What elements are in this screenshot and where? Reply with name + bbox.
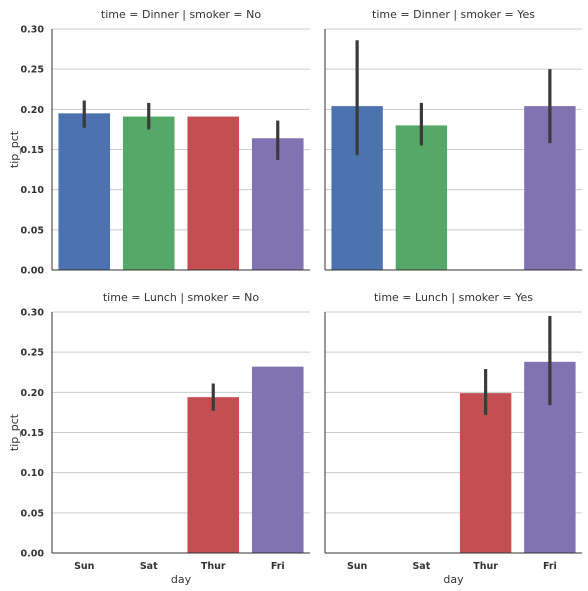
- panel-title: time = Dinner | smoker = Yes: [372, 8, 535, 21]
- bar-thur: [460, 393, 511, 553]
- x-tick-label-thur: Thur: [201, 561, 226, 572]
- x-tick-label-sat: Sat: [140, 561, 158, 572]
- y-tick-label: 0.10: [21, 185, 45, 196]
- x-axis-label: day: [171, 573, 192, 586]
- x-tick-label-fri: Fri: [271, 561, 285, 572]
- bar-thur: [187, 397, 239, 553]
- y-tick-label: 0.25: [21, 65, 44, 76]
- panel-title: time = Dinner | smoker = No: [101, 8, 261, 21]
- bar-sat: [123, 117, 175, 270]
- x-tick-label-fri: Fri: [543, 561, 557, 572]
- y-tick-label: 0.25: [21, 348, 44, 359]
- x-tick-label-sun: Sun: [347, 561, 368, 572]
- y-tick-label: 0.00: [21, 549, 45, 560]
- x-tick-label-sat: Sat: [412, 561, 430, 572]
- bar-sat: [396, 125, 447, 270]
- y-tick-label: 0.05: [21, 508, 44, 519]
- x-tick-label-thur: Thur: [473, 561, 498, 572]
- y-axis-label: tip_pct: [8, 130, 21, 168]
- y-tick-label: 0.00: [21, 266, 45, 277]
- panel-title: time = Lunch | smoker = No: [103, 291, 260, 304]
- y-tick-label: 0.20: [21, 388, 45, 399]
- y-tick-label: 0.30: [21, 308, 45, 319]
- y-tick-label: 0.30: [21, 25, 45, 36]
- bar-fri: [252, 367, 304, 553]
- bar-thur: [187, 117, 239, 270]
- y-axis-label: tip_pct: [8, 413, 21, 451]
- y-tick-label: 0.15: [21, 145, 44, 156]
- y-tick-label: 0.05: [21, 225, 44, 236]
- y-tick-label: 0.10: [21, 468, 45, 479]
- y-tick-label: 0.15: [21, 428, 44, 439]
- x-axis-label: day: [443, 573, 464, 586]
- panel-title: time = Lunch | smoker = Yes: [374, 291, 533, 304]
- x-tick-label-sun: Sun: [74, 561, 95, 572]
- bar-sun: [58, 113, 110, 270]
- y-tick-label: 0.20: [21, 105, 45, 116]
